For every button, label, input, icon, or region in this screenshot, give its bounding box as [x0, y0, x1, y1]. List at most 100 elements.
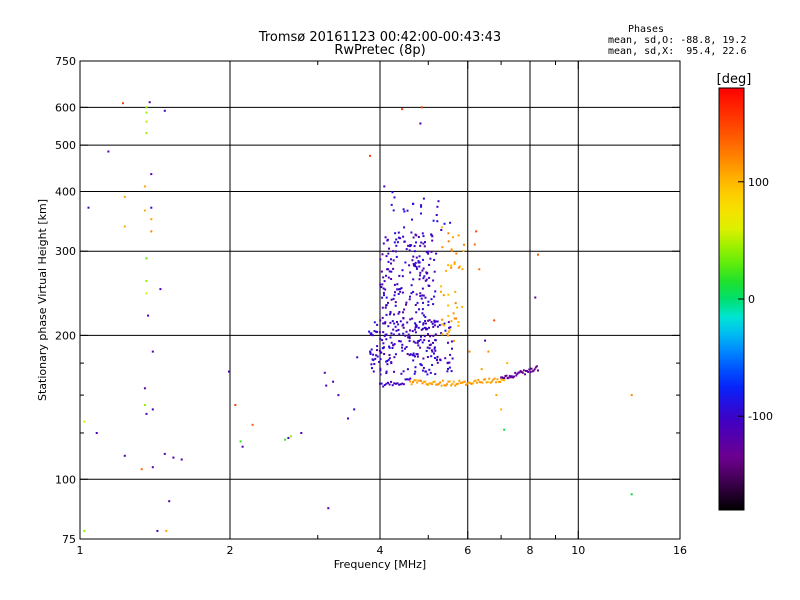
echo-point — [397, 231, 400, 234]
echo-point — [454, 290, 457, 293]
echo-point — [380, 382, 383, 385]
echo-point — [450, 248, 453, 251]
echo-point — [389, 321, 392, 324]
echo-point — [403, 210, 406, 213]
echo-point — [391, 347, 394, 349]
echo-point — [413, 372, 416, 375]
echo-point — [493, 377, 496, 380]
echo-point — [453, 263, 456, 265]
echo-point — [448, 326, 451, 329]
echo-point — [412, 352, 415, 355]
echo-point — [451, 347, 453, 350]
echo-point — [473, 243, 476, 246]
echo-point — [388, 383, 391, 386]
echo-point — [165, 529, 168, 532]
echo-point — [379, 367, 382, 370]
echo-point — [150, 206, 153, 209]
echo-point — [411, 218, 413, 221]
echo-point — [406, 353, 409, 355]
echo-point — [400, 372, 403, 375]
echo-point — [448, 380, 451, 383]
echo-point — [429, 257, 432, 260]
echo-point — [409, 353, 412, 356]
echo-point — [419, 346, 422, 349]
echo-point — [396, 241, 399, 244]
colorbar-tick-label: -100 — [748, 410, 773, 423]
echo-point — [393, 294, 396, 297]
echo-point — [406, 209, 409, 212]
echo-point — [433, 324, 436, 327]
echo-point — [427, 333, 429, 336]
echo-point — [519, 370, 522, 372]
echo-point — [422, 267, 425, 270]
echo-point — [424, 279, 427, 282]
echo-point — [384, 333, 387, 336]
echo-point — [418, 379, 421, 382]
echo-point — [379, 319, 382, 322]
echo-point — [385, 372, 388, 375]
echo-point — [392, 267, 395, 270]
echo-point — [431, 235, 434, 238]
echo-point — [422, 357, 425, 360]
echo-point — [150, 230, 153, 233]
echo-point — [426, 346, 429, 349]
echo-point — [391, 384, 394, 387]
echo-point — [500, 378, 503, 381]
echo-point — [435, 359, 438, 362]
echo-point — [440, 290, 442, 293]
echo-point — [389, 311, 392, 313]
echo-point — [403, 308, 406, 311]
stats-x-mode: mean, sd,X: 95.4, 22.6 — [608, 46, 746, 57]
echo-point — [390, 203, 393, 206]
echo-point — [371, 358, 374, 361]
echo-point — [439, 359, 442, 362]
echo-point — [412, 255, 415, 258]
echo-point — [429, 371, 432, 374]
echo-point — [426, 373, 429, 376]
echo-point — [385, 382, 388, 385]
echo-point — [227, 370, 230, 373]
echo-point — [143, 387, 146, 390]
echo-point — [503, 379, 506, 382]
echo-point — [388, 346, 391, 349]
echo-point — [450, 264, 453, 267]
echo-point — [438, 324, 441, 327]
echo-point — [289, 435, 292, 438]
echo-point — [512, 376, 514, 379]
echo-point — [419, 122, 422, 125]
echo-point — [421, 382, 424, 385]
echo-point — [432, 381, 435, 383]
echo-point — [421, 369, 424, 372]
echo-point — [420, 241, 423, 244]
echo-point — [420, 379, 423, 382]
y-tick-label: 200 — [55, 329, 76, 342]
echo-point — [433, 346, 436, 349]
echo-point — [401, 343, 404, 346]
echo-point — [392, 297, 395, 300]
echo-point — [427, 339, 430, 342]
echo-point — [287, 437, 290, 439]
echo-point — [497, 380, 500, 383]
echo-point — [422, 380, 425, 383]
echo-point — [524, 373, 526, 376]
echo-point — [435, 214, 438, 216]
echo-point — [514, 371, 517, 374]
echo-point — [369, 154, 371, 157]
echo-point — [436, 205, 439, 208]
echo-point — [412, 354, 415, 357]
echo-point — [441, 246, 444, 249]
echo-point — [325, 384, 328, 387]
echo-point — [374, 357, 377, 360]
echo-point — [397, 236, 400, 239]
echo-point — [414, 331, 417, 334]
colorbar-tick-label: 100 — [748, 176, 769, 189]
echo-point — [427, 250, 430, 253]
echo-point — [454, 302, 457, 305]
echo-point — [630, 493, 633, 496]
echo-point — [407, 333, 410, 336]
echo-point — [447, 240, 450, 243]
echo-point — [323, 371, 326, 374]
echo-point — [393, 241, 396, 244]
echo-point — [428, 276, 431, 279]
echo-point — [382, 242, 385, 245]
